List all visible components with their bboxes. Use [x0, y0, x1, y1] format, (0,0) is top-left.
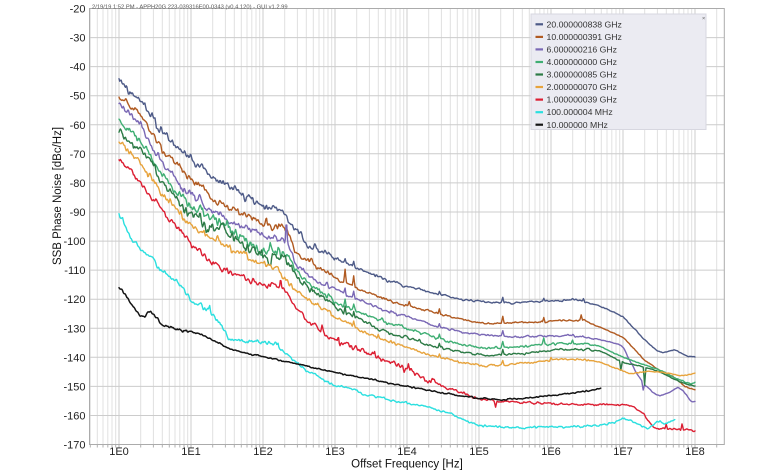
- svg-text:1E1: 1E1: [181, 446, 201, 458]
- svg-text:-80: -80: [70, 178, 86, 190]
- svg-text:-50: -50: [70, 91, 86, 103]
- svg-text:10.000000391 GHz: 10.000000391 GHz: [547, 32, 622, 42]
- svg-text:-170: -170: [63, 440, 85, 452]
- svg-text:1E5: 1E5: [469, 446, 489, 458]
- svg-text:100.000004 MHz: 100.000004 MHz: [547, 107, 613, 117]
- svg-text:1E0: 1E0: [109, 446, 129, 458]
- svg-text:-100: -100: [63, 236, 85, 248]
- svg-text:-60: -60: [70, 120, 86, 132]
- svg-text:1E7: 1E7: [613, 446, 633, 458]
- svg-text:Offset Frequency [Hz]: Offset Frequency [Hz]: [351, 459, 463, 471]
- svg-text:×: ×: [702, 16, 705, 22]
- svg-text:2/19/19 1:52 PM - APPH20G 223-: 2/19/19 1:52 PM - APPH20G 223-039316E00-…: [92, 5, 288, 11]
- svg-text:-20: -20: [70, 4, 86, 16]
- svg-text:1E4: 1E4: [397, 446, 417, 458]
- svg-text:1.000000039 GHz: 1.000000039 GHz: [547, 95, 618, 105]
- svg-text:-130: -130: [63, 323, 85, 335]
- svg-text:3.000000085 GHz: 3.000000085 GHz: [547, 70, 618, 80]
- svg-text:-140: -140: [63, 352, 85, 364]
- svg-text:-70: -70: [70, 149, 86, 161]
- svg-text:1E3: 1E3: [325, 446, 345, 458]
- svg-text:-120: -120: [63, 294, 85, 306]
- svg-text:-110: -110: [64, 265, 85, 277]
- svg-text:2.000000070 GHz: 2.000000070 GHz: [547, 82, 618, 92]
- svg-text:1E8: 1E8: [685, 446, 705, 458]
- svg-text:10.000000 MHz: 10.000000 MHz: [547, 120, 608, 130]
- svg-text:-40: -40: [70, 62, 86, 74]
- svg-text:20.000000838 GHz: 20.000000838 GHz: [547, 19, 622, 29]
- svg-text:4.000000000 GHz: 4.000000000 GHz: [547, 57, 618, 67]
- svg-text:SSB Phase Noise [dBc/Hz]: SSB Phase Noise [dBc/Hz]: [52, 127, 64, 265]
- svg-text:-90: -90: [70, 207, 86, 219]
- svg-text:1E6: 1E6: [541, 446, 561, 458]
- svg-text:-150: -150: [63, 381, 85, 393]
- svg-text:-160: -160: [63, 411, 85, 423]
- svg-text:6.000000216 GHz: 6.000000216 GHz: [547, 45, 618, 55]
- svg-text:1E2: 1E2: [253, 446, 273, 458]
- svg-text:-30: -30: [70, 33, 86, 45]
